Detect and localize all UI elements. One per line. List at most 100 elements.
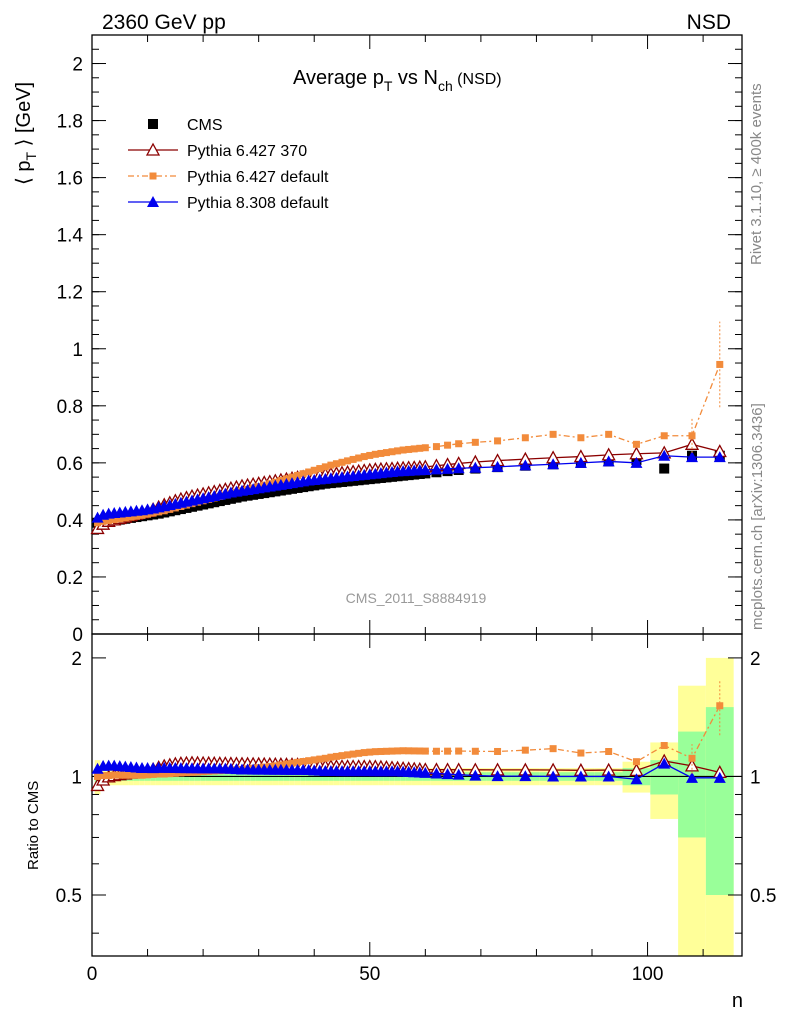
ratio-y-tick-label-right: 1 — [750, 767, 761, 788]
data-point — [549, 430, 557, 438]
y-tick-label: 1 — [72, 340, 83, 361]
legend-label: CMS — [187, 117, 223, 134]
data-point — [338, 458, 346, 466]
data-point — [316, 465, 324, 473]
data-point — [432, 443, 440, 451]
data-point — [441, 462, 454, 474]
data-point — [127, 513, 135, 521]
ratio-data-point — [441, 768, 454, 780]
data-point — [327, 461, 335, 469]
legend-marker — [148, 119, 158, 129]
y-tick-label: 0.8 — [57, 397, 83, 418]
data-point — [632, 440, 640, 448]
x-axis-label: n — [732, 990, 743, 1012]
y-tick-label: 0.4 — [57, 511, 84, 532]
ratio-data-point — [686, 771, 698, 783]
y-tick-label: 1.6 — [57, 169, 83, 190]
data-point — [305, 468, 313, 476]
ratio-series-layer — [90, 680, 727, 792]
data-point — [660, 432, 668, 440]
data-point — [198, 499, 209, 510]
ratio-data-point — [388, 747, 396, 755]
ratio-uncertainty-bands — [94, 657, 734, 956]
ratio-data-point — [577, 749, 585, 757]
ratio-data-point — [344, 751, 352, 759]
ratio-data-point — [660, 742, 668, 750]
data-point — [630, 456, 643, 468]
ratio-data-point — [149, 770, 157, 778]
ratio-data-point — [430, 767, 443, 779]
data-point — [349, 455, 357, 463]
data-point — [430, 463, 443, 475]
data-point — [405, 445, 413, 453]
ratio-data-point — [602, 770, 615, 782]
process-label: NSD — [687, 11, 731, 34]
data-point — [469, 461, 482, 473]
ratio-data-point — [399, 747, 407, 755]
ratio-data-point — [366, 748, 374, 756]
data-point — [360, 453, 368, 461]
data-point — [209, 497, 220, 508]
data-point — [602, 455, 615, 467]
ratio-data-point — [605, 748, 613, 756]
ratio-data-point — [394, 747, 402, 755]
data-point — [455, 440, 463, 448]
data-point — [94, 519, 102, 527]
y-tick-label: 1.8 — [57, 112, 83, 133]
data-point — [416, 444, 424, 452]
data-point — [410, 445, 418, 453]
ratio-data-point — [410, 747, 418, 755]
ratio-y-tick-label: 2 — [71, 649, 82, 670]
ratio-data-point — [121, 771, 129, 779]
data-point — [220, 494, 231, 505]
data-point — [382, 449, 390, 457]
data-point — [452, 462, 465, 474]
series-line — [97, 443, 720, 529]
ratio-data-point — [166, 770, 174, 778]
ratio-data-point — [549, 745, 557, 753]
ratio-data-point — [444, 747, 452, 755]
data-point — [519, 459, 532, 471]
ratio-data-point — [547, 770, 560, 782]
data-point — [444, 441, 452, 449]
ratio-data-point — [116, 771, 124, 779]
data-point — [577, 434, 585, 442]
data-point — [491, 460, 504, 472]
energy-label: 2360 GeV pp — [102, 11, 226, 34]
ratio-data-point — [371, 748, 379, 756]
main-axes: 0 0.2 0.4 0.6 0.8 1 1.2 1.4 1.6 1.8 2 — [57, 34, 743, 646]
ratio-data-point — [432, 747, 440, 755]
ratio-data-point — [360, 749, 368, 757]
data-point — [332, 460, 340, 468]
ratio-data-point — [299, 758, 307, 766]
legend-marker — [147, 196, 159, 207]
legend-marker — [149, 172, 157, 180]
data-point — [419, 463, 432, 475]
data-point — [105, 516, 113, 524]
mcplots-reference-label: mcplots.cern.ch [arXiv:1306.3436] — [749, 403, 766, 630]
ratio-data-point — [349, 750, 357, 758]
x-tick-label: 100 — [632, 964, 664, 985]
ratio-y-tick-label-right: 2 — [750, 649, 761, 670]
ratio-y-axis-label: Ratio to CMS — [25, 781, 42, 870]
ratio-data-point — [127, 771, 135, 779]
ratio-data-point — [105, 772, 113, 780]
data-point — [659, 463, 670, 474]
data-point — [299, 470, 307, 478]
ratio-data-point — [519, 770, 532, 782]
y-tick-label: 0.2 — [57, 568, 83, 589]
ratio-data-point — [310, 756, 318, 764]
data-point — [344, 457, 352, 465]
y-tick-label: 1.2 — [57, 283, 83, 304]
x-tick-label: 50 — [359, 964, 380, 985]
data-point — [371, 450, 379, 458]
ratio-data-point — [630, 773, 643, 785]
ratio-data-point — [160, 770, 168, 778]
ratio-data-point — [419, 766, 432, 778]
data-point — [366, 451, 374, 459]
ratio-data-point — [455, 747, 463, 755]
ratio-data-point — [658, 757, 671, 769]
ratio-data-point — [332, 752, 340, 760]
ratio-data-point — [155, 770, 163, 778]
